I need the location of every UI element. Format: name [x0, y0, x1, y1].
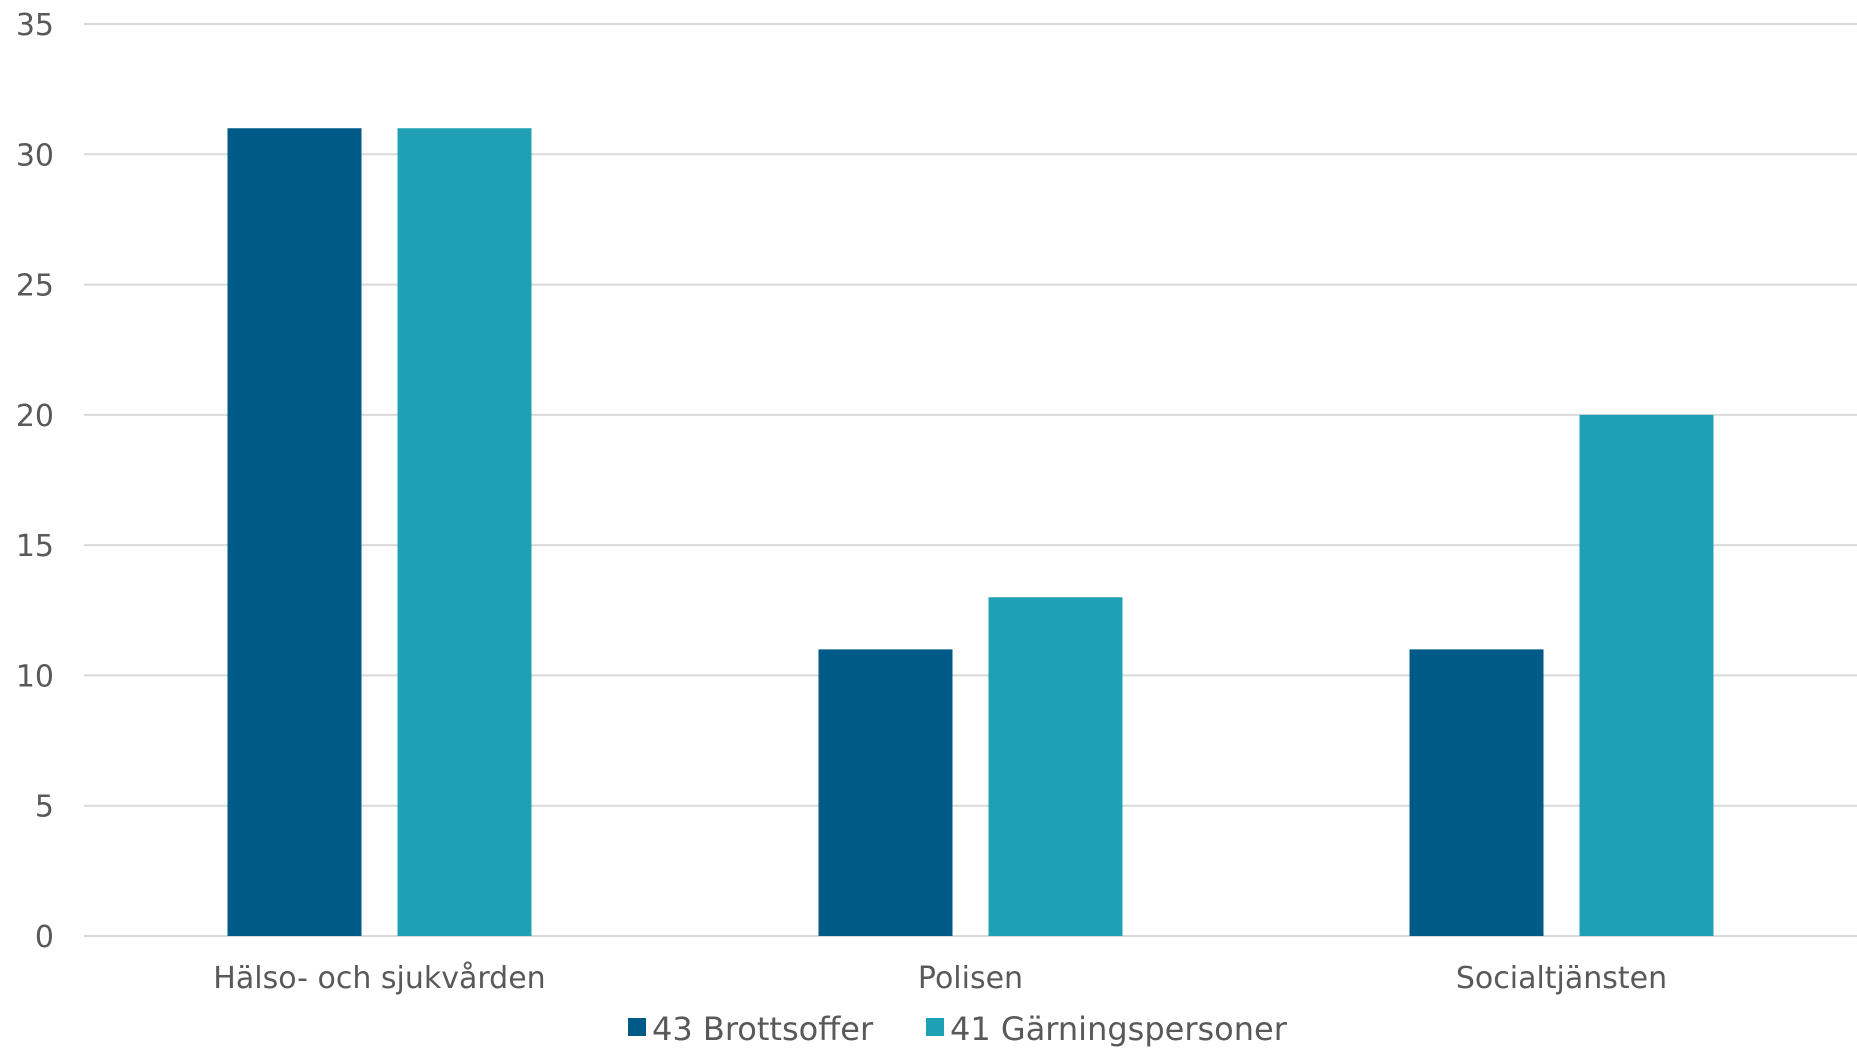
y-tick-label-5: 5 — [35, 790, 54, 825]
y-tick-label-10: 10 — [16, 659, 54, 694]
bar-2-1 — [397, 128, 532, 936]
x-axis-categories: Hälso- och sjukvården Polisen Socialtjänst… — [213, 961, 1667, 996]
legend-label-2: 41 Gärningspersoner — [950, 1010, 1288, 1048]
legend-swatch-2 — [926, 1018, 944, 1036]
bars — [227, 128, 1714, 936]
x-category-label-1: Hälso- och sjukvården — [213, 961, 545, 996]
x-category-label-3: Socialtjänsten — [1456, 961, 1667, 996]
bar-1-3 — [1409, 649, 1544, 936]
y-tick-label-15: 15 — [16, 529, 54, 564]
legend-swatch-1 — [628, 1018, 646, 1036]
y-tick-label-20: 20 — [16, 399, 54, 434]
y-tick-label-30: 30 — [16, 138, 54, 173]
y-tick-label-25: 25 — [16, 269, 54, 304]
legend: 43 Brottsoffer 41 Gärningspersoner — [628, 1010, 1288, 1048]
y-axis-ticks: 0 5 10 15 20 25 30 35 — [16, 8, 54, 955]
bar-2-3 — [1579, 414, 1714, 936]
y-tick-label-35: 35 — [16, 8, 54, 43]
x-category-label-2: Polisen — [918, 961, 1023, 996]
bar-1-2 — [818, 649, 953, 936]
y-tick-label-0: 0 — [35, 920, 54, 955]
gridlines — [84, 23, 1857, 937]
bar-2-2 — [988, 597, 1123, 936]
bar-1-1 — [227, 128, 362, 936]
legend-label-1: 43 Brottsoffer — [652, 1010, 874, 1048]
